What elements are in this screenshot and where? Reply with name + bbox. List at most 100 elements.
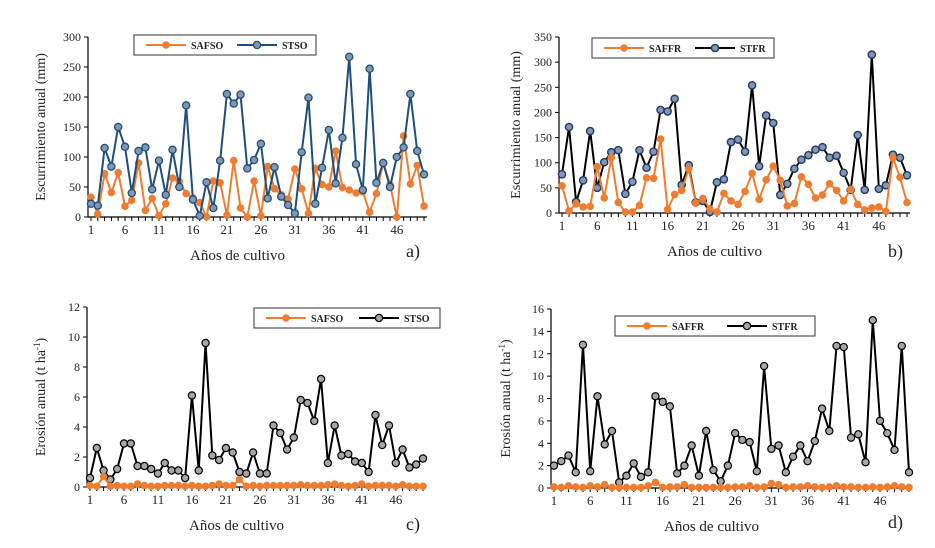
y-tick-label: 0 xyxy=(74,480,80,494)
y-tick-label: 10 xyxy=(68,330,80,344)
data-point-STSO xyxy=(399,143,408,152)
legend: SAFFR STFR xyxy=(614,315,816,337)
data-point-SAFSO xyxy=(392,482,400,491)
panel-label: a) xyxy=(406,241,420,262)
data-point-STFR xyxy=(797,155,806,164)
data-point-STSO xyxy=(161,190,171,200)
data-point-SAFFR xyxy=(783,202,792,210)
data-point-SAFSO xyxy=(263,162,272,171)
data-point-SAFFR xyxy=(673,483,681,491)
data-point-STSO xyxy=(316,374,326,384)
data-point-STFR xyxy=(832,151,841,160)
data-point-SAFFR xyxy=(637,483,645,492)
data-point-STFR xyxy=(890,445,899,455)
data-point-SAFFR xyxy=(868,483,877,491)
y-tick-label: 300 xyxy=(63,30,81,44)
data-point-SAFFR xyxy=(876,483,884,492)
data-point-SAFFR xyxy=(663,205,672,214)
data-point-STFR xyxy=(642,163,651,173)
data-point-SAFFR xyxy=(796,483,805,491)
data-point-STSO xyxy=(372,178,381,188)
data-point-SAFSO xyxy=(262,481,271,490)
data-point-STFR xyxy=(578,340,588,349)
data-point-STSO xyxy=(154,156,164,165)
y-axis-title-close: ) xyxy=(499,339,514,344)
data-point-SAFFR xyxy=(614,198,623,207)
y-axis-title-superscript: -1 xyxy=(497,344,507,352)
data-point-STSO xyxy=(344,52,354,62)
data-point-STSO xyxy=(262,469,271,478)
y-tick-label: 8 xyxy=(74,360,80,374)
data-point-SAFSO xyxy=(114,168,122,177)
data-point-SAFFR xyxy=(762,176,770,184)
data-point-SAFFR xyxy=(853,200,862,209)
data-point-SAFSO xyxy=(133,480,142,488)
data-point-SAFFR xyxy=(600,480,609,489)
legend-marker-SAFSO xyxy=(162,41,170,49)
data-point-SAFFR xyxy=(745,481,754,490)
x-tick-label: 16 xyxy=(661,218,675,233)
data-point-STFR xyxy=(846,433,856,442)
data-point-STFR xyxy=(614,145,623,155)
data-point-SAFSO xyxy=(86,481,94,490)
y-tick-label: 12 xyxy=(68,300,80,314)
data-point-SAFSO xyxy=(310,481,319,490)
data-point-SAFSO xyxy=(154,482,162,491)
data-point-STFR xyxy=(649,147,658,156)
data-point-SAFFR xyxy=(706,205,714,213)
data-point-SAFFR xyxy=(680,480,689,489)
data-point-STFR xyxy=(817,404,827,413)
y-tick-label: 10 xyxy=(532,369,544,383)
data-point-SAFFR xyxy=(727,197,735,205)
data-point-STSO xyxy=(112,464,122,474)
data-point-STFR xyxy=(825,153,834,162)
data-point-SAFSO xyxy=(121,202,129,210)
data-point-SAFSO xyxy=(412,482,421,491)
data-point-STSO xyxy=(188,195,198,204)
data-point-STFR xyxy=(730,428,740,438)
data-point-STSO xyxy=(167,466,176,475)
data-point-STFR xyxy=(709,465,718,475)
data-point-SAFFR xyxy=(839,483,848,491)
data-point-STSO xyxy=(350,457,360,466)
data-point-SAFFR xyxy=(666,483,674,491)
legend-label: STSO xyxy=(282,41,308,52)
data-point-SAFFR xyxy=(586,481,595,490)
data-point-STFR xyxy=(839,342,848,352)
data-point-SAFSO xyxy=(283,481,291,490)
data-point-SAFSO xyxy=(297,185,306,193)
x-tick-label: 41 xyxy=(356,222,369,237)
data-point-STFR xyxy=(768,118,778,128)
data-point-SAFSO xyxy=(235,475,244,484)
data-point-SAFSO xyxy=(372,189,381,198)
data-point-STFR xyxy=(643,468,653,477)
x-tick-label: 16 xyxy=(186,222,200,237)
data-point-STFR xyxy=(868,315,877,325)
legend-label: SAFFR xyxy=(672,322,705,333)
series-SAFSO xyxy=(86,472,427,491)
data-point-STSO xyxy=(209,203,218,213)
y-tick-label: 200 xyxy=(63,90,81,104)
data-point-STSO xyxy=(168,145,177,155)
data-point-SAFFR xyxy=(774,480,783,489)
data-point-SAFFR xyxy=(656,135,665,143)
data-point-SAFFR xyxy=(875,203,883,211)
data-point-STSO xyxy=(235,467,244,477)
data-point-STFR xyxy=(585,126,595,136)
data-point-SAFSO xyxy=(228,481,237,490)
data-point-SAFFR xyxy=(684,164,693,173)
data-point-SAFFR xyxy=(797,172,806,181)
data-point-SAFFR xyxy=(832,186,841,195)
x-axis-title: Años de cultivo xyxy=(667,244,762,260)
data-point-SAFFR xyxy=(753,483,761,492)
data-point-STFR xyxy=(796,441,805,450)
data-point-STSO xyxy=(93,201,103,210)
x-tick-label: 6 xyxy=(594,218,601,233)
data-point-STFR xyxy=(733,135,743,144)
data-point-SAFSO xyxy=(168,174,177,182)
y-tick-label: 50 xyxy=(540,181,552,195)
legend-label: STFR xyxy=(740,44,766,55)
y-tick-label: 2 xyxy=(74,450,80,464)
data-point-SAFFR xyxy=(897,483,906,491)
data-point-STFR xyxy=(745,437,754,447)
